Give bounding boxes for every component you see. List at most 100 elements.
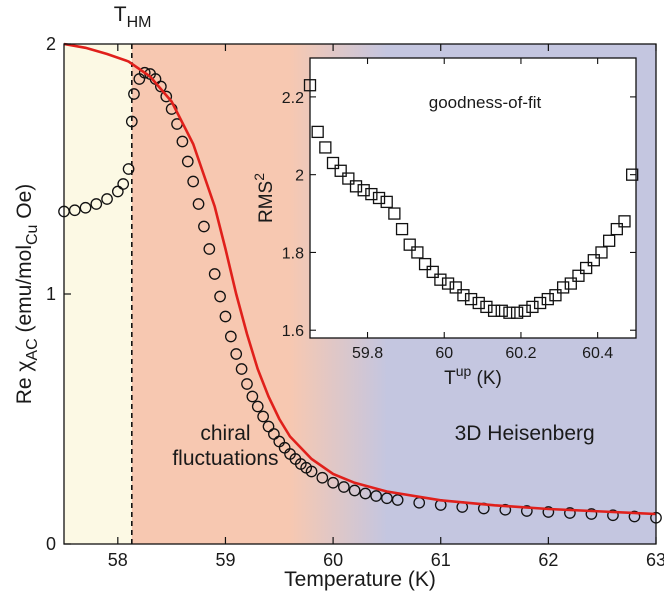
inset-point	[395, 222, 409, 236]
data-point	[268, 428, 280, 440]
y-tick-label: 1	[46, 284, 56, 304]
data-point	[192, 198, 205, 210]
data-point	[235, 363, 248, 375]
data-point	[370, 490, 382, 502]
data-point	[125, 115, 138, 128]
inset-point	[403, 238, 416, 251]
data-point	[251, 400, 264, 413]
x-tick-label: 61	[431, 550, 451, 570]
inset-y-axis-title: RMS2	[251, 173, 277, 223]
fit-line	[63, 42, 657, 516]
data-point	[214, 290, 226, 303]
data-point	[101, 193, 113, 205]
data-point	[181, 155, 194, 168]
data-point	[111, 185, 124, 198]
inset-x-tick-label: 60	[435, 345, 453, 362]
data-point	[241, 378, 253, 390]
inset-point	[311, 125, 324, 139]
data-point	[257, 410, 269, 423]
y-tick-label: 2	[46, 34, 56, 54]
inset-point	[357, 184, 370, 197]
inset-point	[303, 79, 317, 92]
inset-point	[418, 257, 432, 271]
inset-point	[603, 234, 616, 247]
data-point	[203, 243, 216, 255]
x-tick-label: 63	[646, 550, 664, 570]
inset-point	[595, 246, 608, 259]
data-point	[138, 66, 151, 79]
data-point	[628, 510, 641, 523]
inset-point	[564, 277, 577, 290]
y-tick-label: 0	[46, 534, 56, 554]
data-point	[155, 80, 167, 93]
region-label-chiral-0: chiral	[200, 422, 250, 445]
inset-point	[334, 164, 347, 177]
inset-point	[434, 273, 447, 286]
data-point	[327, 476, 339, 489]
inset-point	[480, 300, 493, 314]
data-point	[338, 481, 350, 493]
inset-point	[426, 265, 439, 279]
x-tick-label: 60	[323, 550, 343, 570]
inset-title: goodness-of-fit	[429, 93, 542, 112]
data-point	[90, 198, 103, 210]
data-point	[198, 220, 210, 233]
x-tick-label: 58	[108, 550, 128, 570]
inset-point	[579, 261, 593, 275]
inset-point	[610, 222, 623, 236]
inset-y-tick-label: 2	[295, 168, 304, 185]
data-point	[122, 163, 135, 175]
data-point	[585, 508, 598, 520]
inset-point	[618, 215, 631, 228]
data-point	[316, 471, 329, 484]
data-point	[176, 135, 189, 148]
data-point	[520, 505, 533, 517]
x-tick-label: 62	[538, 550, 558, 570]
data-point	[391, 494, 404, 506]
data-point	[128, 88, 140, 100]
data-point	[564, 507, 576, 519]
x-axis-title: Temperature (K)	[284, 568, 436, 591]
inset-point	[556, 281, 570, 294]
inset-point	[441, 277, 455, 290]
inset-point	[342, 172, 355, 185]
data-point	[348, 484, 361, 497]
inset-x-axis-title: Tup (K)	[444, 363, 502, 389]
inset-plot: goodness-of-fit 59.8 60 60.2 60.4 1.6 1.8 2 2.2 T…	[251, 57, 639, 389]
inset-point	[518, 304, 531, 317]
inset-x-tick-label: 60.2	[505, 345, 536, 362]
data-point	[359, 487, 372, 500]
data-point	[208, 268, 221, 280]
inset-point	[372, 191, 386, 205]
inset-point	[472, 296, 485, 310]
inset-point	[388, 207, 401, 220]
data-point	[305, 465, 318, 478]
data-point	[230, 348, 243, 360]
data-point	[499, 503, 512, 516]
data-point	[224, 330, 237, 343]
inset-point	[549, 289, 562, 302]
inset-point	[587, 254, 600, 267]
data-point	[262, 420, 275, 433]
inset-point	[365, 187, 378, 201]
region-label-chiral-1: fluctuations	[172, 447, 278, 470]
data-point	[542, 506, 555, 518]
inset-point	[533, 296, 547, 310]
inset-point	[349, 180, 363, 193]
region-label-heisenberg: 3D Heisenberg	[455, 422, 595, 445]
data-point	[219, 310, 232, 323]
inset-x-tick-label: 59.8	[352, 345, 383, 362]
inset-point	[541, 292, 554, 306]
data-point	[117, 178, 130, 190]
y-axis-title: Re χAC (emu/molCu Oe)	[13, 184, 41, 405]
data-point	[607, 509, 619, 522]
inset-point	[510, 306, 524, 319]
inset-point	[572, 269, 585, 282]
inset-point	[495, 304, 508, 317]
data-point	[246, 390, 259, 403]
data-point	[79, 201, 92, 214]
data-point	[160, 90, 173, 103]
inset-point	[457, 289, 470, 302]
